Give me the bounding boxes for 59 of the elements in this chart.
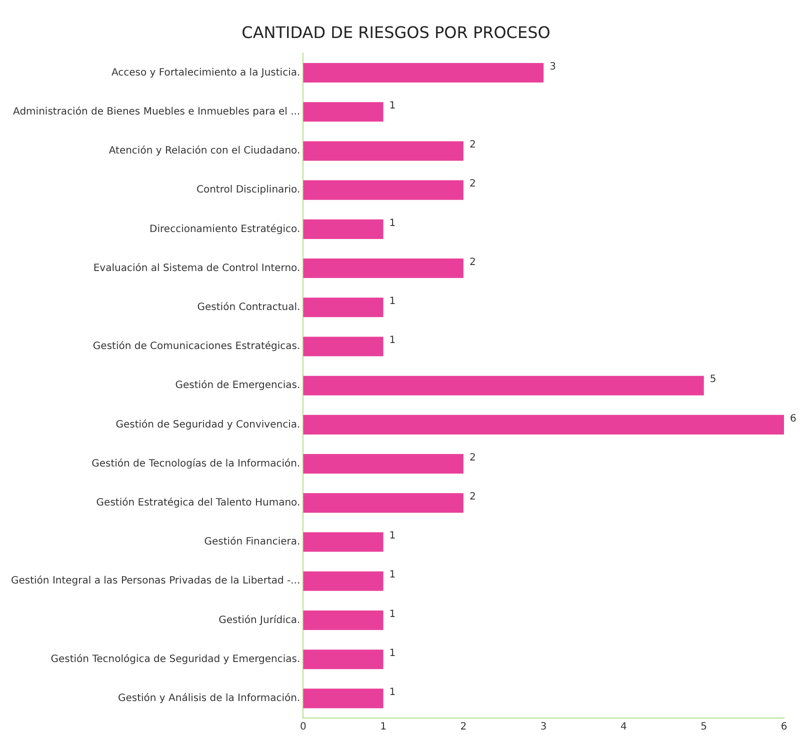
data-label: 1 [389,570,396,581]
x-tick-label: 3 [540,722,547,733]
data-label: 6 [790,413,796,424]
y-tick-label: Gestión Financiera. [204,536,300,548]
bar [303,454,464,474]
data-label: 1 [389,100,396,112]
bar [303,532,384,552]
y-tick-label: Gestión de Tecnologías de la Información. [92,458,300,470]
y-tick-label: Control Disciplinario. [196,184,300,196]
bar [303,141,464,161]
x-tick-label: 5 [700,722,708,733]
y-tick-label: Gestión de Seguridad y Convivencia. [116,419,300,430]
y-tick-label: Gestión y Análisis de la Información. [118,693,300,704]
y-tick-label: Gestión Jurídica. [218,614,300,626]
bar [303,336,384,356]
bar [303,650,384,670]
data-label: 1 [389,648,396,659]
bar [303,493,464,513]
chart-title: CANTIDAD DE RIESGOS POR PROCESO [242,22,550,42]
data-label: 2 [469,492,476,503]
y-tick-label: Evaluación al Sistema de Control Interno. [93,262,300,274]
data-label: 1 [389,335,396,346]
y-tick-label: Gestión Integral a las Personas Privadas de la Libertad -... [11,576,300,587]
bar [303,219,384,239]
bar [303,688,384,708]
x-tick-label: 2 [460,722,467,733]
y-tick-label: Atención y Relación con el Ciudadano. [108,146,300,157]
bar [303,102,384,122]
bar [303,376,704,396]
x-tick-label: 6 [780,722,788,733]
y-tick-label: Acceso y Fortalecimiento a la Justicia. [111,67,300,78]
data-label: 2 [469,256,476,268]
data-label: 2 [469,452,476,464]
y-tick-label: Gestión de Comunicaciones Estratégicas. [92,341,300,352]
data-label: 3 [550,61,556,72]
x-tick-label: 0 [300,722,306,733]
bar [303,258,464,278]
y-tick-label: Gestión Estratégica del Talento Humano. [96,498,300,509]
x-tick-label: 1 [380,722,386,733]
bar [303,180,464,200]
data-label: 1 [389,218,396,229]
data-label: 2 [469,140,476,151]
data-label: 1 [389,530,396,542]
bar [303,610,384,630]
bar [303,62,544,83]
bar [303,298,384,318]
data-label: 1 [389,608,396,620]
data-label: 5 [710,374,716,386]
data-label: 2 [469,178,476,190]
y-tick-label: Direccionamiento Estratégico. [150,224,300,235]
y-tick-label: Administración de Bienes Muebles e Inmuebles para el ... [13,106,300,118]
data-label: 1 [389,296,396,307]
y-tick-label: Gestión Tecnológica de Seguridad y Emergencias. [50,654,300,665]
x-tick-label: 4 [620,722,627,733]
bar [303,414,784,434]
bar [303,571,384,591]
y-tick-label: Gestión de Emergencias. [175,380,300,392]
data-label: 1 [389,687,396,698]
y-tick-label: Gestión Contractual. [197,302,300,313]
